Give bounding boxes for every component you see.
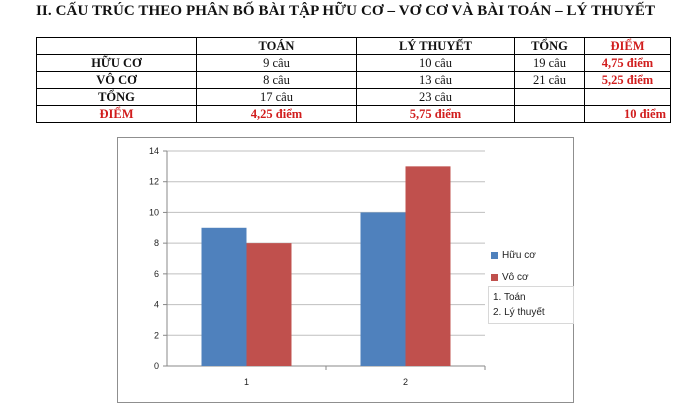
table-cell: 8 câu	[196, 71, 357, 89]
table-header-cell: TOÁN	[196, 37, 357, 55]
category-notes: 1. Toán 2. Lý thuyết	[488, 286, 574, 324]
bar-chart: 0 2 4 6 8 10 12 14 1 2 Hữu cơ Vô cơ 1. Toán 2. Lý…	[117, 137, 574, 403]
table-row: ĐIỂM 4,25 điểm 5,75 điểm 10 điểm	[36, 105, 671, 123]
table-cell: 4,75 điểm	[584, 54, 671, 72]
table-cell: 5,75 điểm	[356, 105, 515, 123]
table-cell: 17 câu	[196, 88, 357, 106]
note-line: 1. Toán	[493, 292, 526, 303]
x-tick-label: 2	[403, 377, 408, 387]
y-tick-label: 2	[154, 330, 159, 340]
table-row: TỔNG 17 câu 23 câu	[36, 88, 671, 106]
y-tick-label: 14	[149, 146, 159, 156]
bar-series1	[201, 227, 247, 366]
note-line: 2. Lý thuyết	[493, 307, 545, 318]
table-row: VÔ CƠ 8 câu 13 câu 21 câu 5,25 điểm	[36, 71, 671, 89]
legend-item: Vô cơ	[491, 266, 536, 288]
y-tick-label: 8	[154, 238, 159, 248]
row-label: TỔNG	[36, 88, 197, 106]
table-cell: 4,25 điểm	[196, 105, 357, 123]
y-tick-label: 6	[154, 269, 159, 279]
table-cell	[514, 88, 585, 106]
chart-legend: Hữu cơ Vô cơ	[491, 244, 536, 288]
legend-label: Hữu cơ	[502, 249, 536, 261]
y-tick-label: 10	[149, 207, 159, 217]
table-cell	[514, 105, 585, 123]
table-cell: 10 câu	[356, 54, 515, 72]
table-cell: 10 điểm	[584, 105, 671, 123]
legend-item: Hữu cơ	[491, 244, 536, 266]
row-label: HỮU CƠ	[36, 54, 197, 72]
table-cell: 13 câu	[356, 71, 515, 89]
bar-series2	[246, 243, 292, 366]
table-cell: 5,25 điểm	[584, 71, 671, 89]
row-label: VÔ CƠ	[36, 71, 197, 89]
legend-swatch-series2	[491, 273, 498, 281]
table-header-cell: LÝ THUYẾT	[356, 37, 515, 55]
x-tick-label: 1	[244, 377, 249, 387]
table-header-row: TOÁN LÝ THUYẾT TỔNG ĐIỂM	[36, 37, 671, 55]
distribution-table: TOÁN LÝ THUYẾT TỔNG ĐIỂM HỮU CƠ 9 câu 10…	[36, 37, 671, 123]
bar-series2	[405, 166, 451, 366]
table-cell: 21 câu	[514, 71, 585, 89]
section-heading: II. CẤU TRÚC THEO PHÂN BỐ BÀI TẬP HỮU CƠ…	[36, 3, 656, 19]
table-row: HỮU CƠ 9 câu 10 câu 19 câu 4,75 điểm	[36, 54, 671, 72]
table-cell: 23 câu	[356, 88, 515, 106]
bar-series1	[360, 212, 406, 366]
table-header-cell: TỔNG	[514, 37, 585, 55]
y-tick-label: 0	[154, 361, 159, 371]
table-cell: 19 câu	[514, 54, 585, 72]
y-tick-label: 12	[149, 177, 159, 187]
y-tick-label: 4	[154, 300, 159, 310]
table-cell	[584, 88, 671, 106]
row-label: ĐIỂM	[36, 105, 197, 123]
legend-label: Vô cơ	[502, 271, 529, 283]
table-cell: 9 câu	[196, 54, 357, 72]
legend-swatch-series1	[491, 251, 498, 259]
table-header-cell	[36, 37, 197, 55]
table-header-cell: ĐIỂM	[584, 37, 671, 55]
